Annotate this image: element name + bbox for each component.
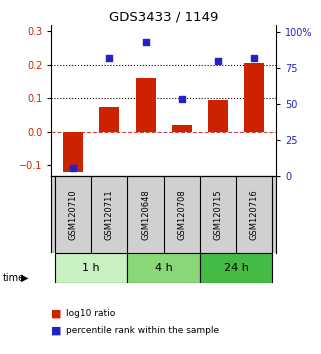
Text: ▶: ▶ [21, 273, 28, 283]
Point [71, 166, 76, 171]
Text: 24 h: 24 h [224, 263, 249, 273]
Point [179, 97, 184, 102]
Text: ■: ■ [51, 326, 62, 336]
Point [143, 39, 148, 45]
Bar [172, 125, 192, 132]
Text: GSM120710: GSM120710 [69, 189, 78, 240]
Text: GSM120711: GSM120711 [105, 189, 114, 240]
Bar [63, 132, 83, 172]
Bar [55, 253, 127, 283]
Text: ■: ■ [51, 308, 62, 318]
Point [107, 55, 112, 61]
Text: 4 h: 4 h [155, 263, 173, 273]
Text: GSM120708: GSM120708 [177, 189, 186, 240]
Text: percentile rank within the sample: percentile rank within the sample [66, 326, 219, 336]
Bar [127, 253, 200, 283]
Text: GSM120716: GSM120716 [250, 189, 259, 240]
Text: GSM120715: GSM120715 [213, 189, 222, 240]
Point [252, 55, 257, 61]
Text: log10 ratio: log10 ratio [66, 309, 115, 318]
Bar [135, 78, 156, 132]
Bar [244, 63, 264, 132]
Title: GDS3433 / 1149: GDS3433 / 1149 [109, 11, 218, 24]
Text: time: time [3, 273, 25, 283]
Text: 1 h: 1 h [82, 263, 100, 273]
Text: GSM120648: GSM120648 [141, 189, 150, 240]
Bar [100, 107, 119, 132]
Bar [208, 100, 228, 132]
Point [215, 58, 221, 63]
Bar [200, 253, 273, 283]
